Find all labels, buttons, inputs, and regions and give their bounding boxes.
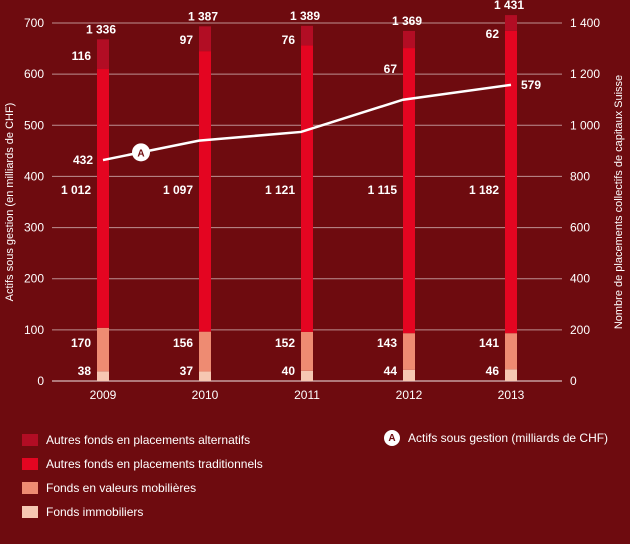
- y-tick-left: 0: [37, 374, 44, 388]
- bar-segment: [301, 45, 313, 332]
- legend-label: Autres fonds en placements traditionnels: [46, 457, 263, 471]
- bar-label: 44: [384, 364, 398, 378]
- bar-segment: [403, 333, 415, 370]
- y-tick-left: 600: [24, 67, 44, 81]
- legend-swatch: [22, 434, 38, 446]
- bar-label: 62: [486, 27, 500, 41]
- y-tick-right: 400: [570, 272, 590, 286]
- bar-total-label: 1 431: [494, 0, 524, 12]
- y-tick-left: 500: [24, 118, 44, 132]
- y-tick-right: 0: [570, 374, 577, 388]
- bar-segment: [505, 15, 517, 31]
- y-tick-left: 200: [24, 272, 44, 286]
- x-tick-label: 2012: [396, 388, 423, 402]
- x-tick-label: 2011: [294, 388, 320, 402]
- bar-label: 1 097: [163, 183, 193, 197]
- bar-label: 38: [78, 364, 92, 378]
- bar-label: 170: [71, 336, 91, 350]
- bar-segment: [505, 333, 517, 370]
- y-tick-right: 1 000: [570, 118, 600, 132]
- bar-segment: [301, 331, 313, 371]
- bar-label: 67: [384, 62, 398, 76]
- bar-label: 1 012: [61, 183, 91, 197]
- x-tick-label: 2009: [90, 388, 117, 402]
- bar-segment: [199, 26, 211, 52]
- bar-label: 143: [377, 336, 397, 350]
- y-tick-left: 300: [24, 221, 44, 235]
- bar-total-label: 1 369: [392, 14, 422, 28]
- bar-label: 40: [282, 364, 296, 378]
- legend-label: Actifs sous gestion (milliards de CHF): [408, 431, 609, 445]
- legend-label: Fonds en valeurs mobilières: [46, 481, 197, 495]
- y-tick-right: 200: [570, 323, 590, 337]
- bar-label: 37: [180, 364, 194, 378]
- bar-segment: [505, 30, 517, 334]
- bar-label: 1 115: [368, 183, 398, 197]
- bar-label: 1 182: [469, 183, 499, 197]
- line-series: [102, 83, 512, 162]
- legend-swatch: [22, 506, 38, 518]
- legend-label: Autres fonds en placements alternatifs: [46, 433, 251, 447]
- y-tick-right: 1 400: [570, 16, 600, 30]
- bar-segment: [301, 25, 313, 46]
- x-tick-label: 2010: [192, 388, 219, 402]
- y-tick-right: 800: [570, 169, 590, 183]
- y-tick-left: 100: [24, 323, 44, 337]
- legend-item-valeurs: Fonds en valeurs mobilières: [22, 481, 196, 495]
- bar-segment: [97, 39, 109, 70]
- bar-total-label: 1 389: [290, 9, 320, 23]
- line-label-last: 579: [521, 78, 541, 92]
- bar-segment: [403, 48, 415, 334]
- legend-item-alternatifs: Autres fonds en placements alternatifs: [22, 433, 250, 447]
- bar-label: 152: [275, 336, 295, 350]
- legend-item-traditionnels: Autres fonds en placements traditionnels: [22, 457, 263, 471]
- legend-label: Fonds immobiliers: [46, 505, 144, 519]
- bar-segment: [97, 69, 109, 328]
- bar-segment: [199, 51, 211, 332]
- legend-item-immobiliers: Fonds immobiliers: [22, 505, 143, 519]
- bar-label: 141: [479, 336, 499, 350]
- legend-item-actifs: A Actifs sous gestion (milliards de CHF): [384, 430, 608, 446]
- line-label-first: 432: [73, 153, 93, 167]
- x-tick-label: 2013: [498, 388, 525, 402]
- y-axis-label-right: Nombre de placements collectifs de capit…: [613, 75, 625, 329]
- y-tick-right: 600: [570, 221, 590, 235]
- y-tick-right: 1 200: [570, 67, 600, 81]
- bar-segment: [403, 30, 415, 49]
- legend-marker: A: [384, 430, 400, 446]
- bar-label: 46: [486, 364, 500, 378]
- line-marker-letter: A: [137, 148, 144, 159]
- bar-segment: [199, 331, 211, 372]
- y-tick-left: 400: [24, 169, 44, 183]
- y-tick-left: 700: [24, 16, 44, 30]
- bar-label: 97: [180, 33, 194, 47]
- bar-total-label: 1 336: [86, 22, 116, 36]
- bar-segment: [199, 371, 211, 381]
- bar-segment: [403, 369, 415, 381]
- legend-swatch: [22, 482, 38, 494]
- bar-label: 76: [282, 33, 296, 47]
- y-axis-label-left: Actifs sous gestion (en milliards de CHF…: [4, 103, 16, 302]
- bar-total-label: 1 387: [188, 9, 218, 23]
- bar-label: 156: [173, 336, 193, 350]
- bar-segment: [97, 327, 109, 372]
- bar-segment: [97, 371, 109, 381]
- legend-swatch: [22, 458, 38, 470]
- line-marker: [132, 143, 150, 162]
- bar-segment: [505, 369, 517, 381]
- bar-segment: [301, 370, 313, 381]
- bar-label: 1 121: [265, 183, 295, 197]
- bar-label: 116: [72, 49, 92, 63]
